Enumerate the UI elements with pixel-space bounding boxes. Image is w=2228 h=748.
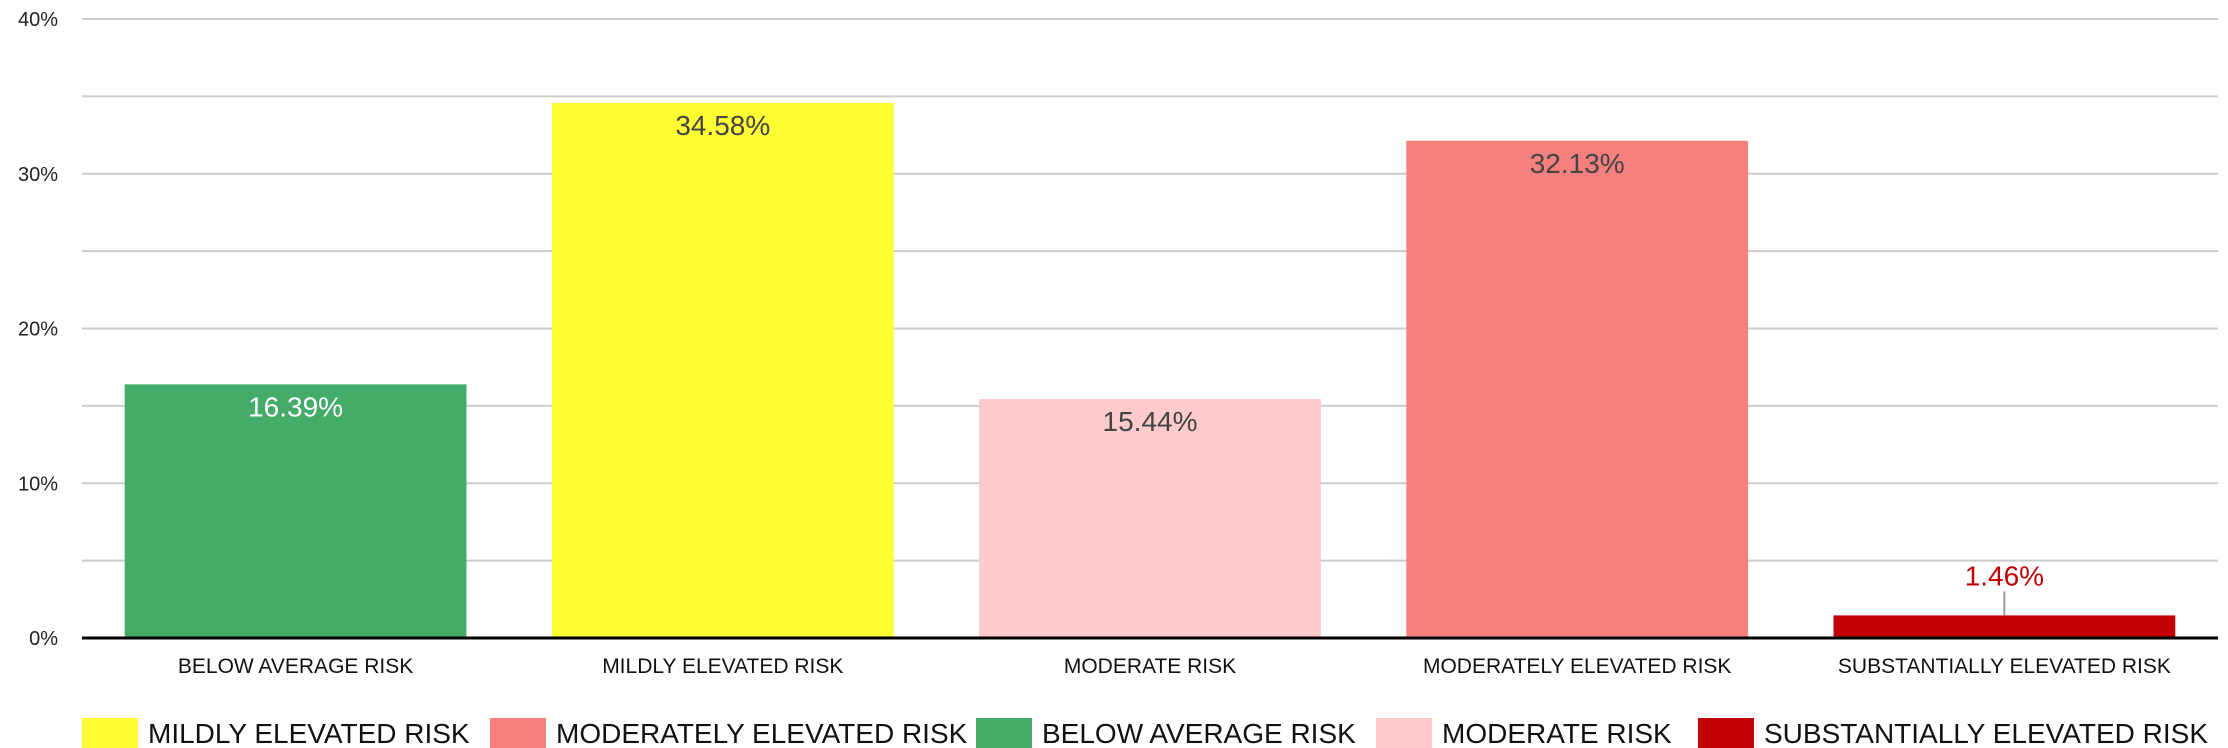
legend-swatch [1376,718,1432,748]
y-tick-label: 40% [18,9,58,31]
legend-swatch [1698,718,1754,748]
y-tick-label: 10% [18,473,58,495]
data-label: 32.13% [1530,148,1625,179]
data-label: 1.46% [1965,560,2044,591]
data-label: 15.44% [1103,406,1198,437]
data-label: 16.39% [248,391,343,422]
legend-label: SUBSTANTIALLY ELEVATED RISK [1764,718,2208,748]
y-tick-label: 20% [18,319,58,341]
data-label: 34.58% [675,110,770,141]
bar [1833,615,2176,638]
legend-swatch [490,718,546,748]
legend-swatch [976,718,1032,748]
bar [1406,140,1749,638]
legend-swatch [82,718,138,748]
legend-label: BELOW AVERAGE RISK [1042,718,1356,748]
data-labels: 16.39% 34.58% 15.44% 32.13% 1.46% [248,110,2044,616]
y-tick-label: 0% [29,628,58,650]
x-tick-label: SUBSTANTIALLY ELEVATED RISK [1838,655,2171,678]
y-tick-label: 30% [18,164,58,186]
y-axis: 0% 10% 20% 30% 40% [18,9,58,650]
legend-label: MILDLY ELEVATED RISK [148,718,470,748]
legend-label: MODERATELY ELEVATED RISK [556,718,968,748]
x-tick-label: MILDLY ELEVATED RISK [602,655,843,678]
x-tick-label: BELOW AVERAGE RISK [178,655,413,678]
x-tick-label: MODERATE RISK [1064,655,1236,678]
legend: MILDLY ELEVATED RISK MODERATELY ELEVATED … [82,718,2208,748]
bars [124,102,2176,638]
bar [124,384,467,638]
legend-label: MODERATE RISK [1442,718,1672,748]
bar [979,399,1321,638]
x-tick-label: MODERATELY ELEVATED RISK [1423,655,1731,678]
bar [551,102,894,638]
x-axis: BELOW AVERAGE RISK MILDLY ELEVATED RISK MO… [178,655,2171,678]
